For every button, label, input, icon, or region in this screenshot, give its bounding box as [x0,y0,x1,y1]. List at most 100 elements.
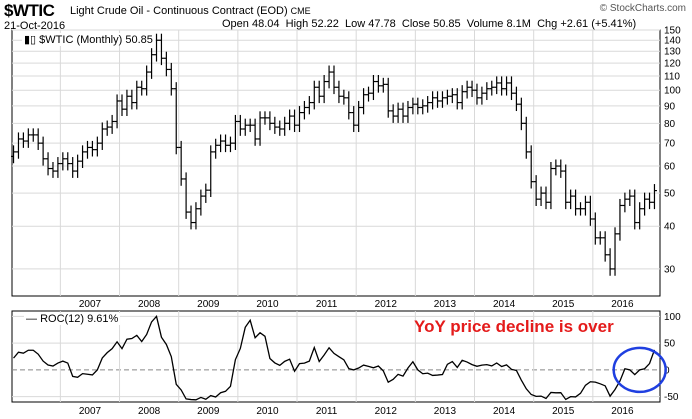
low-value: 47.78 [368,18,396,30]
ohlc-bar [400,102,406,123]
ohlc-summary: Open 48.04 High 52.22 Low 47.78 Close 50… [222,18,636,30]
ohlc-bar [405,100,411,123]
ohlc-bar [75,154,81,178]
chart-symbol: $WTIC [4,1,55,20]
price-x-tick-label: 2011 [316,299,338,310]
ohlc-bar [439,91,445,108]
ohlc-bar [223,134,229,153]
ohlc-bar [94,136,100,157]
ohlc-bar [508,76,514,101]
ohlc-bar [306,96,312,115]
ohlc-bar [15,132,21,159]
ohlc-bar [425,96,431,113]
ohlc-bar [252,118,258,146]
price-x-tick-label: 2016 [611,299,634,310]
ohlc-bar [257,111,263,146]
roc-x-tick-label: 2009 [197,406,220,417]
ohlc-bar [430,91,436,110]
ohlc-bar [227,136,233,153]
volume-value: 8.1M [506,18,531,30]
price-legend-text: $WTIC (Monthly) 50.85 [39,34,153,46]
ohlc-bar [55,157,61,178]
ohlc-bar [518,97,524,131]
price-y-tick-label: 110 [664,72,680,83]
open-label: Open [222,18,249,30]
ohlc-bar [139,80,145,96]
exchange-label: CME [290,6,311,16]
ohlc-bar [114,94,120,129]
price-y-tick-label: 70 [664,139,676,150]
roc-x-tick-label: 2007 [79,406,102,417]
roc-x-tick-label: 2011 [316,406,338,417]
ohlc-bar [361,88,367,115]
ohlc-bar [504,76,510,96]
volume-label: Volume [466,18,504,30]
ohlc-bar [218,134,224,153]
ohlc-bar [40,136,46,166]
ohlc-bar [578,202,584,216]
ohlc-bar [622,192,628,213]
ohlc-bar [237,114,243,136]
ohlc-bar [188,205,194,230]
ohlc-bar [489,80,495,96]
price-legend: ▮▯ $WTIC (Monthly) 50.85 [22,33,155,46]
ohlc-bar [316,80,322,104]
ohlc-bar [154,33,160,62]
ohlc-bar [178,140,184,186]
roc-y-tick-label: 100 [664,312,681,323]
ohlc-bar [232,114,238,150]
ohlc-bar [474,83,480,105]
ohlc-bar [262,111,268,125]
price-x-tick-label: 2012 [375,299,398,310]
ohlc-bar [528,145,534,189]
ohlc-bar [144,65,150,96]
ohlc-bar [543,186,549,210]
high-value: 52.22 [311,18,339,30]
price-x-tick-label: 2015 [552,299,575,310]
ohlc-bar [464,80,470,99]
ohlc-bar [356,100,362,133]
ohlc-bar [341,89,347,105]
ohlc-bar [484,82,490,101]
roc-x-tick-label: 2015 [552,406,575,417]
ohlc-bar [163,51,169,77]
price-y-tick-label: 40 [664,222,676,233]
ohlc-bar [651,184,657,210]
ohlc-bar [168,62,174,96]
ohlc-bar [311,80,317,110]
roc-legend-swatch: — [26,313,41,325]
price-y-tick-label: 90 [664,101,676,112]
ohlc-bar [573,189,579,216]
ohlc-bar [637,202,643,230]
ohlc-bar [375,75,381,93]
price-y-tick-label: 130 [664,47,681,58]
ohlc-bar [50,161,56,178]
ohlc-bar [193,202,199,230]
ohlc-bar [30,128,36,142]
roc-legend: — ROC(12) 9.61% [24,313,121,325]
highlight-circle [612,346,667,394]
ohlc-bar [129,89,135,110]
ohlc-bar [208,145,214,197]
ohlc-bar [607,248,613,276]
ohlc-bar [149,48,155,79]
ohlc-bar [60,152,66,171]
open-value: 48.04 [251,18,280,30]
ohlc-bar [479,86,485,105]
ohlc-bar [119,94,125,117]
chart-description: Light Crude Oil - Continuous Contract (E… [70,5,311,17]
ohlc-bar [415,97,421,115]
ohlc-bar [617,198,623,241]
ohlc-bar [134,80,140,110]
price-x-tick-label: 2014 [493,299,516,310]
chg-value: +2.61 (+5.41%) [560,18,637,30]
ohlc-bar [548,161,554,210]
ohlc-bar [390,104,396,123]
high-label: High [285,18,309,30]
roc-x-tick-label: 2008 [138,406,161,417]
ohlc-bar [321,75,327,104]
ohlc-bar [513,86,519,112]
ohlc-bar [533,175,539,206]
price-y-tick-label: 140 [664,36,681,47]
